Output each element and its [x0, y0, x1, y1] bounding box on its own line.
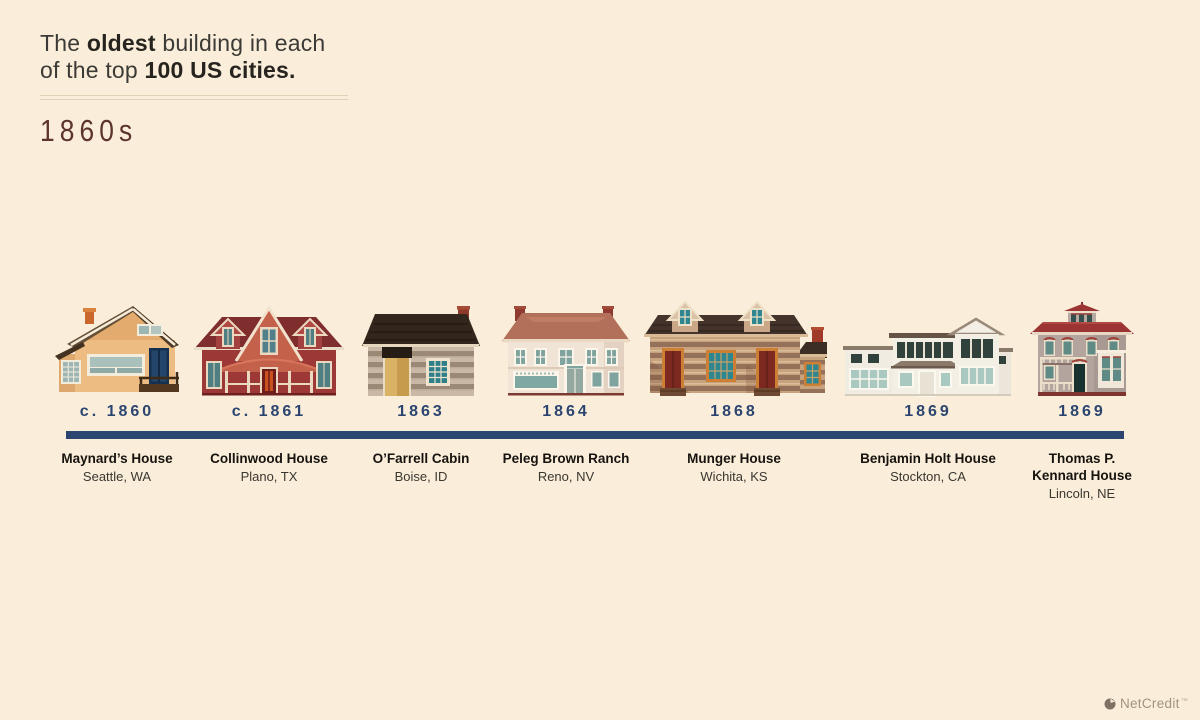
building-city: Plano, TX [240, 469, 298, 484]
building-city: Boise, ID [394, 469, 448, 484]
timeline-entry: c. 1860 Maynard’s House Seattle, WA [27, 280, 207, 485]
netcredit-logo-icon [1104, 698, 1116, 709]
thomas-p-kennard-house-illustration [1030, 280, 1134, 398]
maynards-house-illustration [55, 280, 179, 398]
year-label: 1868 [710, 403, 758, 420]
timeline-entry: 1868 Munger House Wichita, KS [642, 280, 827, 485]
ofarrell-cabin-illustration [362, 280, 480, 398]
building-name: Maynard’s House [61, 451, 173, 466]
building-city: Stockton, CA [890, 469, 966, 484]
year-label: 1863 [397, 403, 445, 420]
building-name: Thomas P. Kennard House [1032, 451, 1132, 483]
munger-house-illustration [642, 280, 827, 398]
netcredit-watermark: NetCredit ™ [1104, 696, 1188, 711]
year-label: c. 1861 [231, 403, 307, 420]
timeline-bar [66, 431, 1124, 439]
benjamin-holt-house-illustration [843, 280, 1013, 398]
building-city: Wichita, KS [700, 469, 768, 484]
year-label: 1869 [904, 403, 952, 420]
timeline-entry: 1864 Peleg Brown Ranch Reno, NV [476, 280, 656, 485]
building-name: Peleg Brown Ranch [502, 451, 630, 466]
trademark-symbol: ™ [1180, 698, 1188, 705]
building-name: Munger House [687, 451, 781, 466]
building-city: Reno, NV [537, 469, 595, 484]
header: The oldest building in each of the top 10… [40, 30, 348, 149]
peleg-brown-ranch-illustration [502, 280, 630, 398]
netcredit-brand-text: NetCredit [1119, 696, 1180, 711]
timeline-entry: 1869 Benjamin Holt House Stockton, CA [838, 280, 1018, 485]
collinwood-house-illustration [194, 280, 344, 398]
building-name: O’Farrell Cabin [372, 451, 470, 466]
building-name: Benjamin Holt House [860, 451, 996, 466]
timeline-entry: 1863 O’Farrell Cabin Boise, ID [331, 280, 511, 485]
building-city: Lincoln, NE [1048, 486, 1116, 501]
decade-label: 1860s [40, 113, 138, 148]
year-label: 1869 [1058, 403, 1106, 420]
building-name: Collinwood House [210, 451, 328, 466]
timeline: c. 1860 Maynard’s House Seattle, WA [0, 280, 1200, 580]
page-title: The oldest building in each of the top 10… [40, 30, 326, 83]
timeline-entry: 1869 Thomas P. Kennard House Lincoln, NE [1012, 280, 1152, 502]
year-label: c. 1860 [79, 403, 155, 420]
year-label: 1864 [542, 403, 590, 420]
timeline-entry: c. 1861 Collinwood House Plano, TX [179, 280, 359, 485]
title-divider [40, 95, 348, 100]
building-city: Seattle, WA [82, 469, 152, 484]
